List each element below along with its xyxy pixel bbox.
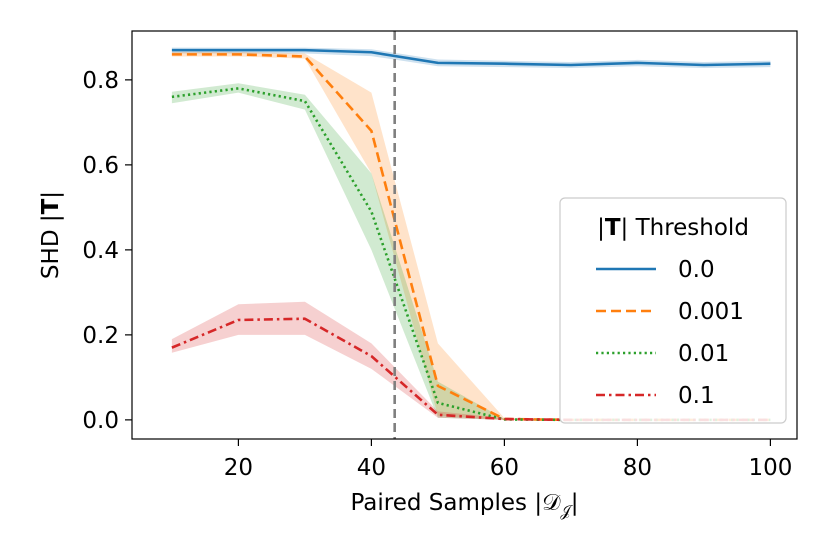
legend-label-series-3: 0.1 <box>678 383 715 409</box>
x-tick-label: 60 <box>490 455 519 481</box>
legend-label-series-1: 0.001 <box>678 299 744 325</box>
y-tick-label: 0.8 <box>82 68 119 94</box>
y-tick-label: 0.0 <box>82 408 119 434</box>
plot-frame <box>131 30 798 440</box>
y-axis-label: SHD |T| <box>38 191 64 279</box>
line-series-0 <box>171 48 771 67</box>
line-series-3 <box>171 317 771 422</box>
legend-title: |T| Threshold <box>597 215 749 241</box>
y-tick-label: 0.4 <box>82 238 119 264</box>
y-tick-label: 0.2 <box>82 323 119 349</box>
legend-items: 0.0 0.001 0.01 0.1 <box>596 257 744 409</box>
y-axis-ticks: 0.0 0.2 0.4 0.6 0.8 <box>82 68 132 434</box>
legend: |T| Threshold 0.0 0.001 0.01 0.1 <box>559 197 787 424</box>
x-tick-label: 100 <box>748 455 792 481</box>
legend-label-series-2: 0.01 <box>678 341 729 367</box>
legend-label-series-0: 0.0 <box>678 257 715 283</box>
x-tick-label: 80 <box>623 455 652 481</box>
x-tick-label: 40 <box>357 455 386 481</box>
band-series-3 <box>171 301 771 420</box>
x-axis-ticks: 20 40 60 80 100 <box>224 439 792 481</box>
y-tick-label: 0.6 <box>82 153 119 179</box>
x-tick-label: 20 <box>224 455 253 481</box>
legend-box <box>559 197 787 424</box>
x-axis-label: Paired Samples |𝒟𝒥| <box>350 490 578 520</box>
